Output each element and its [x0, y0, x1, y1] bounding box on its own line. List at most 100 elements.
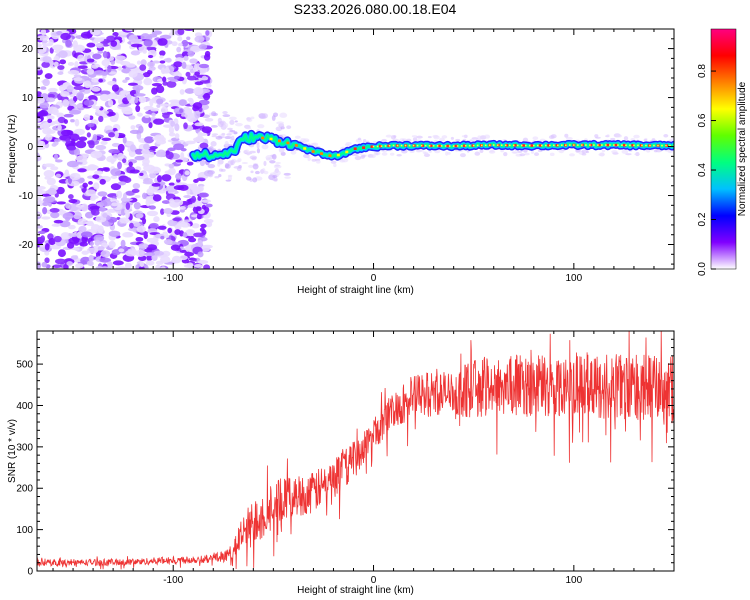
ridge-core	[637, 144, 639, 147]
halo-blob	[441, 135, 448, 139]
noise-blob	[74, 61, 79, 69]
noise-blob	[174, 133, 180, 139]
ridge-core	[565, 144, 567, 146]
noise-blob	[37, 225, 43, 229]
noise-blob	[261, 144, 269, 150]
noise-blob	[83, 80, 92, 89]
noise-blob	[62, 212, 74, 220]
noise-blob	[191, 223, 200, 229]
noise-blob	[117, 161, 122, 170]
halo-blob	[594, 134, 599, 138]
ridge-peak	[294, 144, 298, 147]
halo-blob	[419, 149, 424, 152]
noise-blob	[129, 169, 140, 174]
noise-blob	[47, 93, 55, 99]
noise-blob	[90, 150, 103, 159]
noise-blob	[142, 181, 155, 185]
noise-blob	[161, 174, 172, 182]
noise-blob	[203, 93, 211, 101]
halo-blob	[564, 133, 569, 138]
noise-blob	[167, 227, 173, 234]
noise-blob	[41, 61, 50, 68]
ridge-core	[625, 144, 627, 147]
halo-blob	[373, 151, 381, 156]
ridge-peak	[320, 152, 324, 155]
noise-blob	[68, 233, 79, 238]
noise-blob	[42, 122, 54, 126]
noise-blob	[118, 103, 129, 108]
noise-blob	[64, 169, 70, 176]
noise-blob	[176, 221, 181, 229]
noise-blob	[41, 193, 52, 197]
noise-blob	[165, 151, 174, 160]
halo-blob	[656, 149, 661, 152]
noise-blob	[108, 71, 117, 75]
halo-blob	[565, 136, 573, 141]
ridge-core	[641, 144, 643, 147]
noise-blob	[86, 260, 94, 266]
noise-blob	[44, 196, 56, 203]
noise-blob	[86, 42, 96, 48]
noise-blob	[211, 133, 219, 136]
ridge-core	[416, 144, 419, 147]
noise-blob	[199, 142, 209, 149]
ridge-core	[516, 144, 519, 147]
halo-blob	[416, 135, 423, 139]
noise-blob	[159, 103, 170, 107]
noise-blob	[103, 110, 109, 114]
noise-blob	[160, 255, 171, 264]
halo-blob	[303, 153, 310, 159]
noise-blob	[106, 261, 113, 269]
halo-blob	[424, 151, 429, 156]
noise-blob	[126, 93, 132, 101]
halo-blob	[534, 152, 540, 157]
noise-blob	[171, 199, 184, 207]
noise-blob	[211, 111, 217, 117]
noise-blob	[70, 255, 79, 260]
noise-blob	[178, 42, 183, 47]
noise-blob	[65, 138, 71, 144]
noise-blob	[128, 149, 136, 158]
noise-blob	[179, 205, 186, 210]
halo-blob	[549, 152, 555, 157]
noise-blob	[224, 136, 232, 140]
spectrogram-x-tick-label: 0	[371, 273, 377, 284]
ridge-peak	[513, 144, 517, 147]
noise-blob	[139, 261, 145, 268]
noise-blob	[92, 105, 101, 110]
noise-blob	[100, 140, 108, 145]
colorbar-label: Normalized spectral amplitude	[737, 81, 748, 216]
noise-blob	[141, 149, 150, 155]
noise-blob	[145, 260, 155, 266]
ridge-peak	[446, 144, 450, 148]
noise-blob	[56, 30, 63, 35]
noise-blob	[186, 262, 194, 269]
ridge-peak	[547, 144, 551, 147]
noise-blob	[221, 132, 226, 136]
halo-blob	[389, 152, 395, 156]
noise-blob	[192, 258, 197, 262]
noise-blob	[140, 59, 147, 66]
ridge-peak	[589, 143, 593, 147]
ridge-core	[528, 144, 531, 147]
noise-blob	[206, 83, 212, 88]
ridge-core	[561, 144, 563, 147]
noise-blob	[60, 129, 73, 137]
noise-blob	[82, 182, 88, 188]
ridge-core	[432, 145, 435, 147]
noise-blob	[60, 232, 71, 240]
halo-blob	[461, 135, 467, 138]
noise-blob	[151, 112, 156, 117]
noise-blob	[146, 210, 159, 217]
noise-blob	[129, 144, 136, 152]
halo-blob	[427, 136, 432, 139]
noise-blob	[157, 38, 168, 46]
spectrogram-x-tick-label: -100	[163, 273, 183, 284]
colorbar-tick-label: 0.2	[697, 212, 708, 226]
ridge-peak	[622, 143, 626, 147]
halo-blob	[599, 152, 605, 157]
noise-blob	[41, 216, 51, 220]
halo-blob	[550, 134, 557, 139]
noise-blob	[77, 65, 88, 69]
